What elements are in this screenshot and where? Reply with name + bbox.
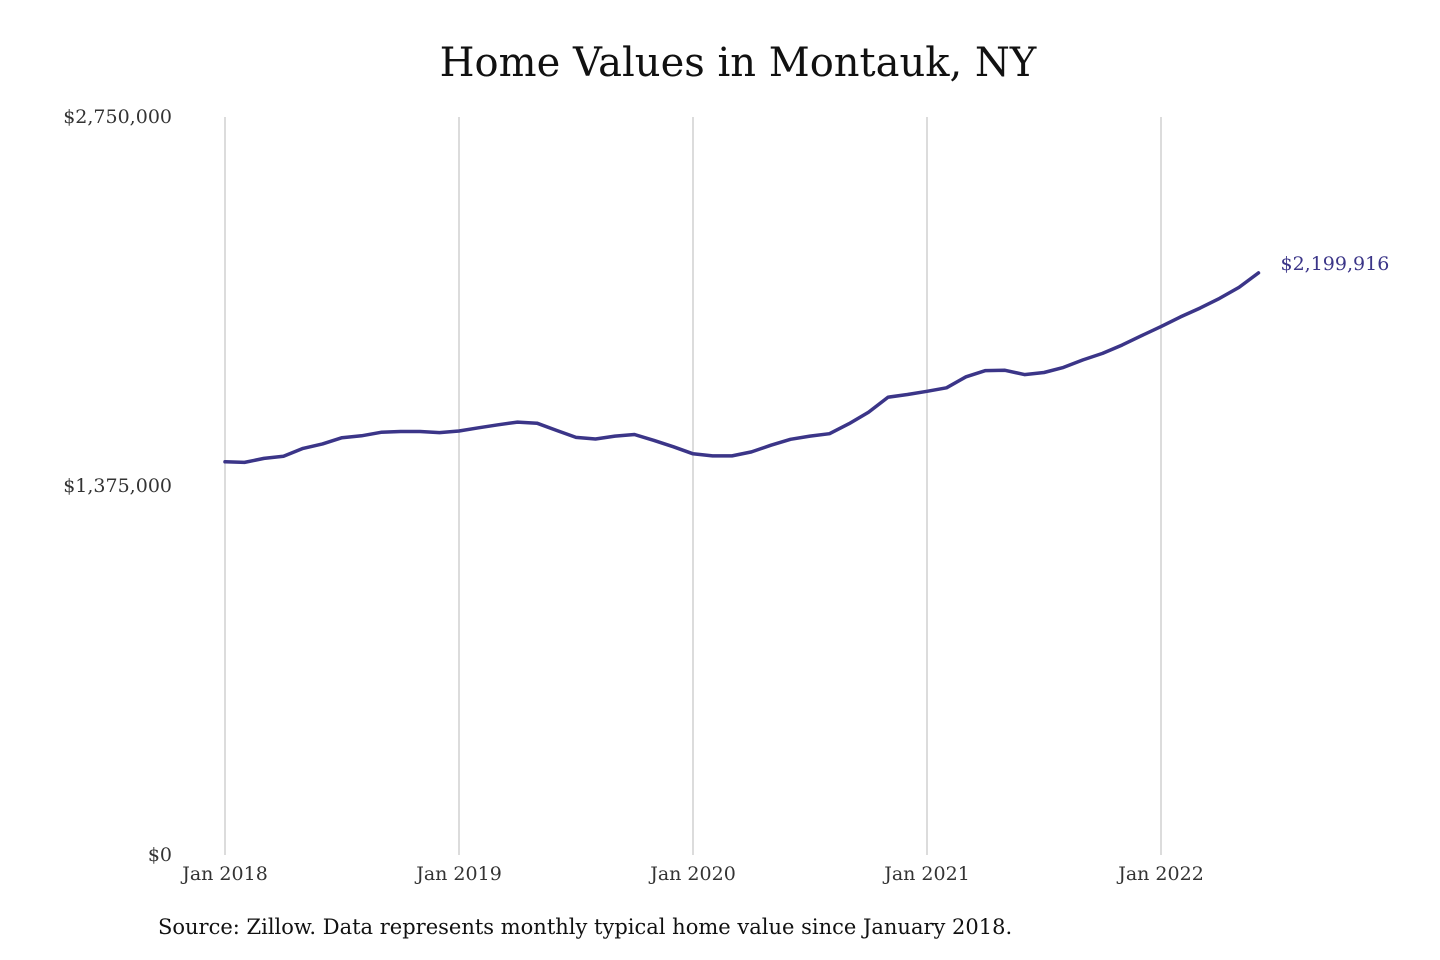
end-value-label: $2,199,916 xyxy=(1281,253,1390,275)
x-tick-label: Jan 2019 xyxy=(414,863,502,885)
y-tick-label: $1,375,000 xyxy=(63,475,172,497)
chart-title: Home Values in Montauk, NY xyxy=(439,40,1037,86)
source-note: Source: Zillow. Data represents monthly … xyxy=(158,915,1013,939)
y-tick-label: $2,750,000 xyxy=(63,106,172,128)
vertical-gridlines xyxy=(224,117,1162,855)
x-axis-ticks: Jan 2018 Jan 2019 Jan 2020 Jan 2021 Jan 2022 xyxy=(180,863,1204,885)
x-tick-label: Jan 2018 xyxy=(180,863,268,885)
series-layer xyxy=(223,271,1261,465)
x-tick-label: Jan 2022 xyxy=(1116,863,1204,885)
x-tick-label: Jan 2021 xyxy=(882,863,970,885)
x-tick-label: Jan 2020 xyxy=(648,863,736,885)
series-line xyxy=(223,271,1261,465)
y-axis-ticks: $2,750,000 $1,375,000 $0 xyxy=(63,106,172,866)
y-tick-label: $0 xyxy=(148,844,172,866)
